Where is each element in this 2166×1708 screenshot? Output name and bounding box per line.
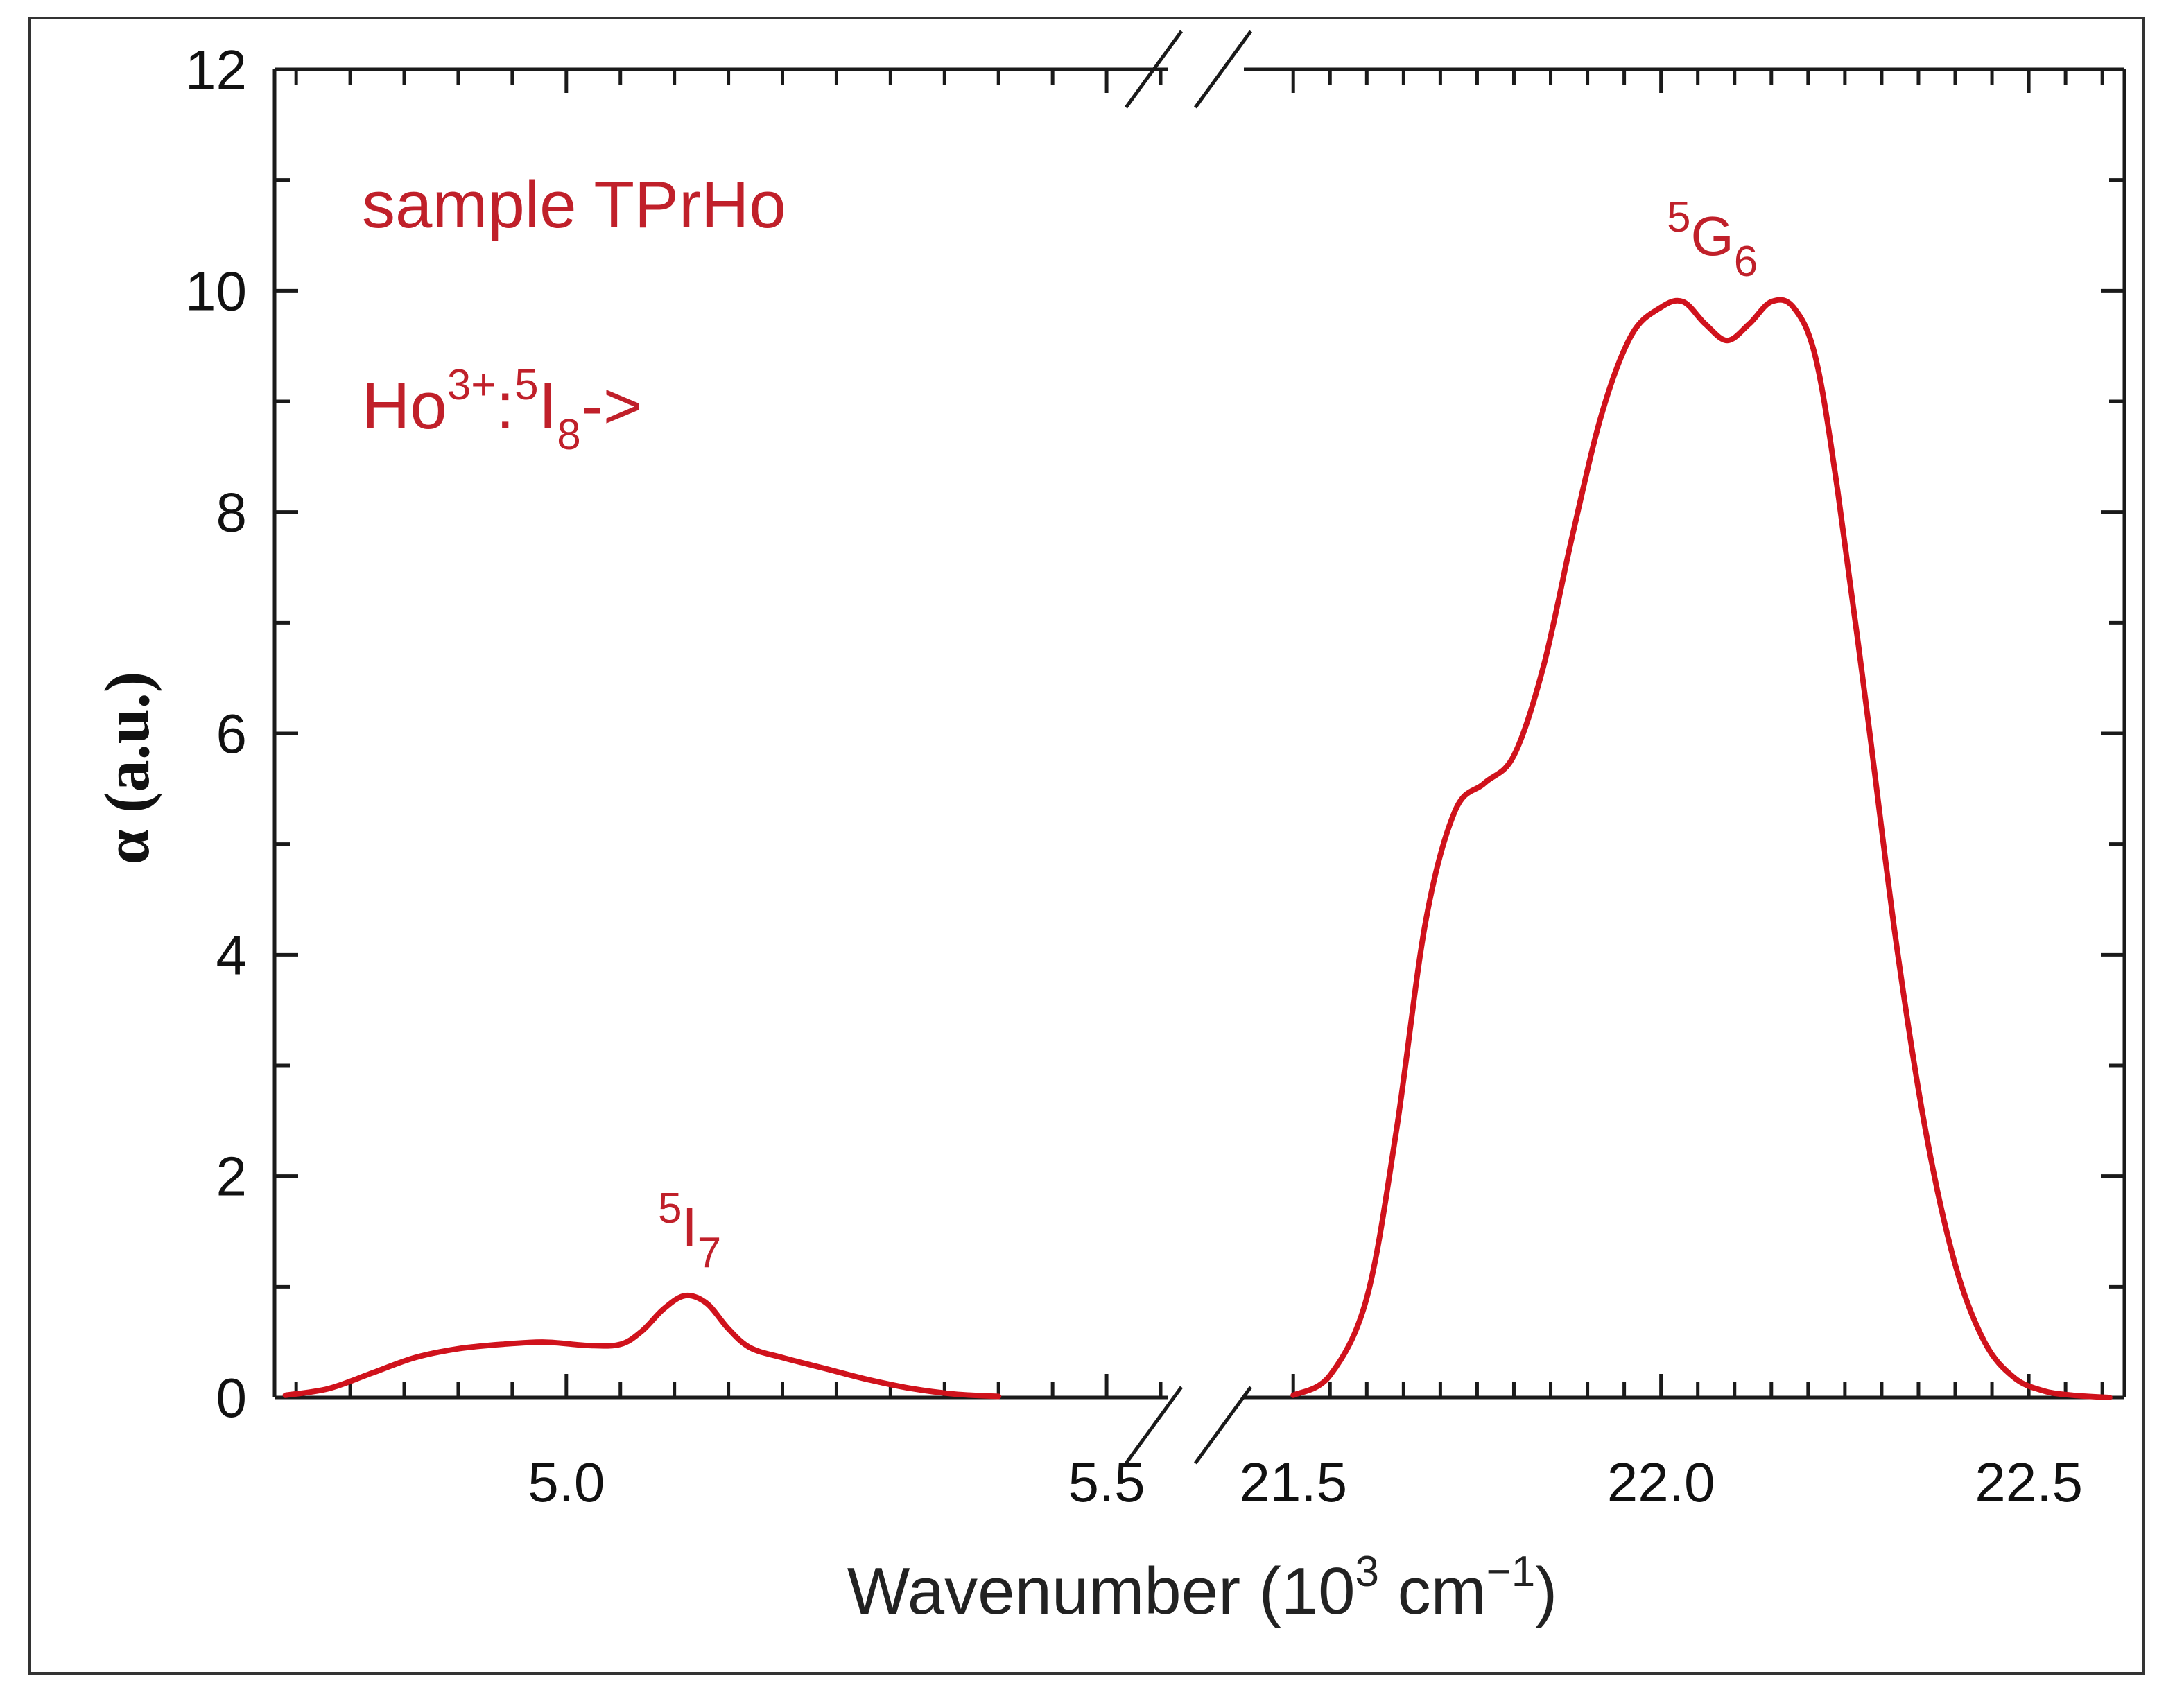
peak-5I7-sup: 5	[658, 1185, 682, 1232]
transition-arrow: ->	[581, 369, 642, 443]
transition-term: I	[539, 369, 557, 443]
y-tick-label: 10	[185, 260, 247, 322]
x-tick-labels: 5.0 5.5 21.5 22.0 22.5	[528, 1452, 2083, 1513]
x-tick-label-seg2: 21.5	[1239, 1452, 1347, 1513]
x-axis-title-exp2: −1	[1487, 1548, 1536, 1596]
peak-5G6-sup: 5	[1667, 193, 1690, 241]
series-line-segment-2	[1290, 297, 2113, 1400]
y-tick-label: 6	[216, 703, 248, 765]
figure-frame: 0 2 4 6 8 10 12 5.0 5.5 21.5 22.0 22.5 α (a.u.) Wa…	[28, 17, 2145, 1675]
absorption-chart: 0 2 4 6 8 10 12 5.0 5.5 21.5 22.0 22.5 α (a.u.) Wa…	[92, 30, 2126, 1628]
x-tick-label-seg2: 22.5	[1975, 1452, 2083, 1513]
transition-j: 8	[557, 411, 580, 459]
series-line-segment-1	[282, 1292, 1002, 1400]
peak-label-5G6: 5G6	[1667, 193, 1758, 286]
transition-colon: :	[496, 369, 514, 443]
peak-5G6-sub: 6	[1734, 238, 1758, 286]
x-axis-title: Wavenumber (103 cm−1)	[847, 1548, 1558, 1628]
y-axis-title: α (a.u.)	[92, 672, 162, 865]
y-tick-label: 4	[216, 924, 248, 986]
axis-break-top-2	[1193, 30, 1253, 109]
y-tick-label: 8	[216, 482, 248, 543]
x-tick-label-seg1: 5.0	[528, 1452, 605, 1513]
tick-marks	[272, 30, 2126, 1465]
peak-5I7-sub: 7	[698, 1229, 721, 1277]
plot-area	[282, 297, 2113, 1400]
peak-label-5I7: 5I7	[658, 1185, 721, 1277]
x-axis-title-end: )	[1535, 1554, 1557, 1628]
x-axis-title-base: Wavenumber (10	[847, 1554, 1355, 1628]
peak-5G6-base: G	[1690, 205, 1733, 267]
y-tick-label: 0	[216, 1367, 248, 1429]
sample-label: sample TPrHo	[362, 168, 786, 242]
x-tick-label-seg2: 22.0	[1607, 1452, 1715, 1513]
peak-5I7-base: I	[682, 1196, 697, 1258]
transition-charge: 3+	[447, 361, 496, 409]
transition-label: Ho3+:5I8->	[362, 361, 642, 459]
axis-break-bottom-2	[1193, 1386, 1253, 1465]
y-tick-label: 12	[185, 39, 247, 101]
y-tick-label: 2	[216, 1146, 248, 1208]
transition-multiplicity: 5	[514, 361, 538, 409]
transition-ho: Ho	[362, 369, 447, 443]
x-axis-title-exp1: 3	[1355, 1548, 1378, 1596]
x-tick-label-seg1: 5.5	[1068, 1452, 1145, 1513]
axis-break-top-1	[1124, 30, 1184, 109]
axis-break-bottom-1	[1124, 1386, 1184, 1465]
y-tick-labels: 0 2 4 6 8 10 12	[185, 39, 247, 1429]
x-axis-title-mid: cm	[1379, 1554, 1487, 1628]
